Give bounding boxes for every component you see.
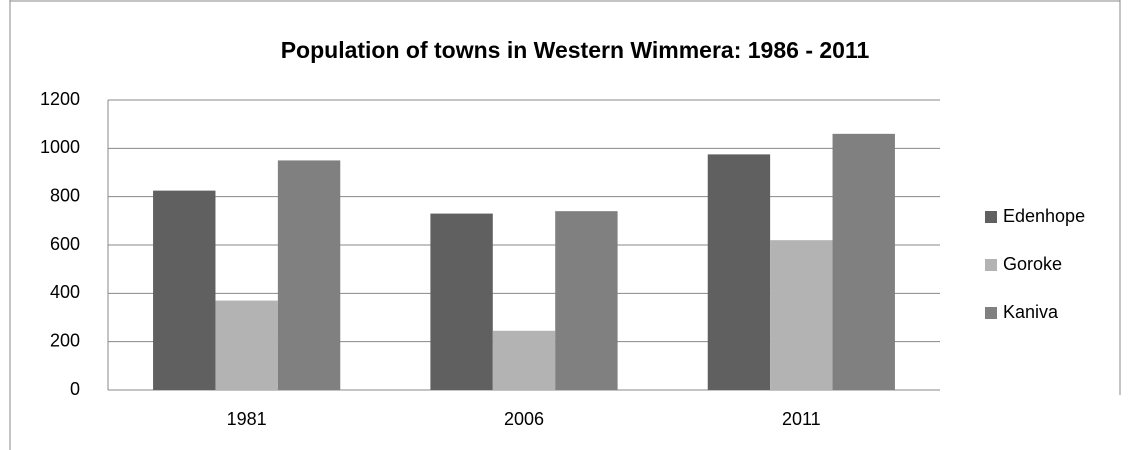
- y-tick-label: 600: [50, 234, 80, 254]
- legend-label: Edenhope: [1003, 206, 1085, 226]
- bar: [277, 160, 341, 390]
- bar: [492, 330, 556, 390]
- y-tick-label: 200: [50, 330, 80, 350]
- legend-label: Goroke: [1003, 254, 1062, 274]
- y-tick-label: 800: [50, 185, 80, 205]
- x-tick-label: 2011: [782, 409, 821, 429]
- x-tick-label: 1981: [227, 409, 267, 429]
- y-tick-label: 400: [50, 282, 80, 302]
- chart-title: Population of towns in Western Wimmera: …: [281, 37, 870, 63]
- bar: [153, 190, 216, 390]
- legend-swatch: [985, 307, 997, 319]
- bar: [430, 213, 493, 390]
- x-tick-label: 2006: [504, 409, 544, 429]
- bar: [215, 300, 278, 390]
- y-tick-label: 0: [70, 379, 80, 399]
- legend-label: Kaniva: [1003, 302, 1059, 322]
- y-tick-label: 1000: [40, 137, 80, 157]
- legend-swatch: [985, 211, 997, 223]
- legend-swatch: [985, 259, 997, 271]
- bar: [707, 154, 771, 390]
- bar: [555, 211, 618, 390]
- bar: [770, 240, 833, 390]
- bar: [832, 133, 895, 391]
- y-tick-label: 1200: [40, 89, 80, 109]
